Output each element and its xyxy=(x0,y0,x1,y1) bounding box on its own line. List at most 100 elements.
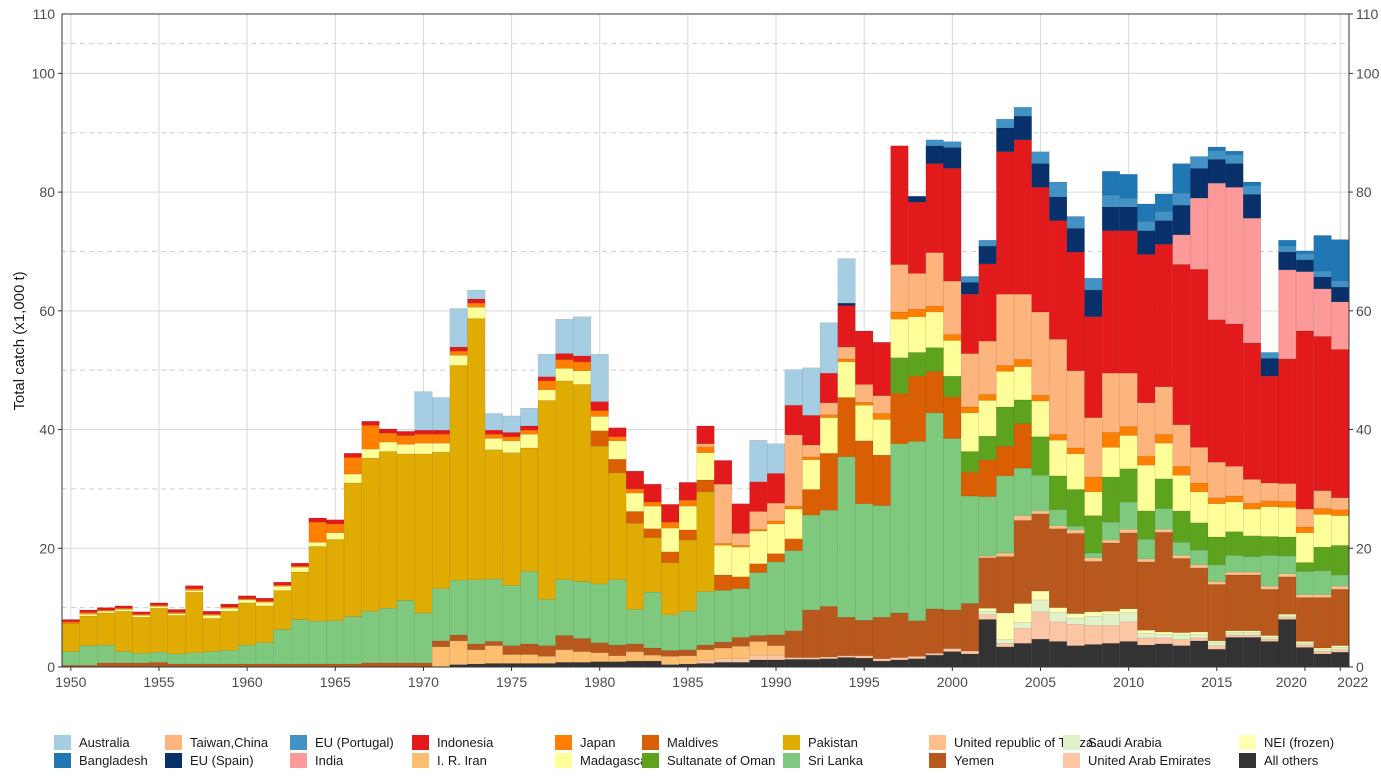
bar-segment xyxy=(661,562,680,615)
bar-segment xyxy=(555,635,574,650)
bar-segment xyxy=(1049,440,1068,477)
bar-segment xyxy=(1331,586,1350,590)
bar-segment xyxy=(1013,139,1032,295)
bar-segment xyxy=(1137,203,1156,222)
bar-segment xyxy=(1190,564,1209,569)
bar-segment xyxy=(273,629,292,665)
bar-segment xyxy=(1243,632,1262,636)
bar-segment xyxy=(1313,649,1332,652)
bar-segment xyxy=(1225,531,1244,556)
bar-segment xyxy=(996,293,1015,366)
bar-segment xyxy=(414,434,433,444)
bar-segment xyxy=(1278,555,1297,574)
x-tick-label: 1970 xyxy=(408,674,439,690)
bar-segment xyxy=(1207,150,1226,160)
bar-segment xyxy=(1119,641,1138,668)
bar-segment xyxy=(802,415,821,446)
bar-segment xyxy=(1313,597,1332,649)
bar-segment xyxy=(1013,628,1032,644)
bar-segment xyxy=(414,662,433,668)
x-tick-label: 1960 xyxy=(232,674,263,690)
bar-segment xyxy=(1278,615,1297,618)
bar-segment xyxy=(1207,536,1226,566)
bar-segment xyxy=(114,609,133,612)
bar-segment xyxy=(114,605,133,609)
bar-segment xyxy=(1031,163,1050,188)
bar-segment xyxy=(943,651,962,668)
bar-segment xyxy=(202,651,221,665)
bar-segment xyxy=(1137,254,1156,404)
bar-segment xyxy=(1154,631,1173,635)
bar-segment xyxy=(943,334,962,341)
bar-segment xyxy=(855,655,874,659)
bar-segment xyxy=(767,654,786,661)
y-tick-label: 60 xyxy=(39,303,55,319)
bar-segment xyxy=(943,168,962,282)
bar-segment xyxy=(502,452,521,586)
bar-segment xyxy=(1119,621,1138,642)
bar-segment xyxy=(379,608,398,664)
bar-segment xyxy=(520,643,539,655)
bar-segment xyxy=(802,609,821,658)
bar-segment xyxy=(925,654,944,668)
bar-segment xyxy=(484,645,503,664)
bar-segment xyxy=(220,603,239,608)
bar-segment xyxy=(1101,194,1121,208)
bar-segment xyxy=(1119,468,1138,503)
bar-segment xyxy=(767,523,786,554)
bar-segment xyxy=(1101,447,1121,478)
bar-segment xyxy=(1278,576,1297,615)
bar-segment xyxy=(837,657,856,668)
bar-segment xyxy=(590,652,609,662)
bar-segment xyxy=(326,532,345,540)
bar-segment xyxy=(696,446,715,453)
bar-segment xyxy=(978,555,997,558)
bar-segment xyxy=(273,586,292,591)
bar-segment xyxy=(1119,529,1138,534)
bar-segment xyxy=(1049,220,1068,340)
bar-segment xyxy=(1243,574,1262,631)
bar-segment xyxy=(908,375,927,442)
bar-segment xyxy=(978,245,997,265)
bar-segment xyxy=(714,647,733,659)
legend-label: Australia xyxy=(79,735,130,750)
bar-segment xyxy=(855,402,874,406)
bar-segment xyxy=(290,571,310,620)
bar-segment xyxy=(1331,645,1350,648)
bar-segment xyxy=(908,620,927,657)
bar-segment xyxy=(767,443,786,474)
legend-swatch xyxy=(54,753,71,768)
bar-segment xyxy=(1013,423,1032,469)
bar-segment xyxy=(432,434,451,444)
bar-segment xyxy=(1225,634,1244,638)
bar-segment xyxy=(1031,513,1050,592)
bar-segment xyxy=(1225,637,1244,668)
bar-segment xyxy=(1101,610,1121,615)
legend-label: Madagascar xyxy=(580,753,652,768)
bar-segment xyxy=(608,436,627,442)
legend-label: Sri Lanka xyxy=(808,753,864,768)
bar-segment xyxy=(819,322,838,374)
bar-segment xyxy=(1260,352,1279,359)
bar-segment xyxy=(326,519,345,525)
bar-segment xyxy=(978,400,997,437)
legend: Australia Bangladesh Taiwan,China EU (Spain… xyxy=(54,735,1334,768)
bar-segment xyxy=(1084,561,1103,612)
bar-segment xyxy=(167,613,186,616)
bar-segment xyxy=(1260,500,1279,507)
bar-segment xyxy=(502,432,521,437)
legend-label: I. R. Iran xyxy=(437,753,487,768)
bar-segment xyxy=(978,340,997,395)
bar-segment xyxy=(837,358,856,363)
bar-segment xyxy=(79,615,98,646)
bar-segment xyxy=(1101,542,1121,612)
bar-segment xyxy=(908,273,927,310)
bar-segment xyxy=(908,308,927,317)
legend-label: Bangladesh xyxy=(79,753,148,768)
bar-segment xyxy=(1172,234,1191,265)
bar-segment xyxy=(1084,476,1103,493)
bar-segment xyxy=(1084,552,1103,558)
bar-segment xyxy=(114,610,133,652)
bar-segment xyxy=(573,651,592,663)
bar-segment xyxy=(432,451,451,589)
